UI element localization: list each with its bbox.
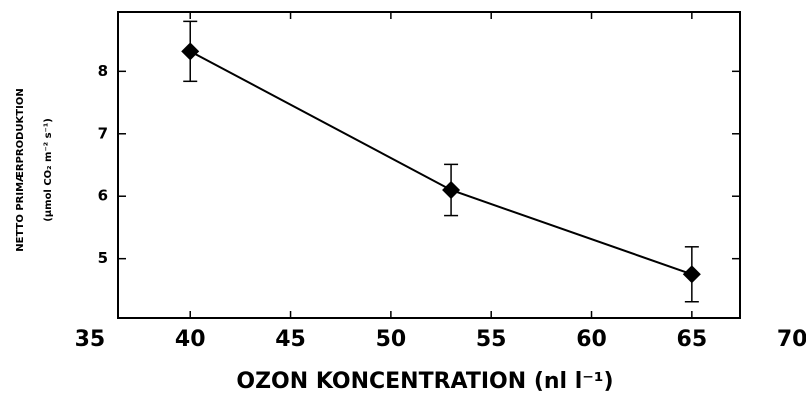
marker bbox=[682, 265, 701, 284]
x-tick-label: 50 bbox=[376, 327, 407, 352]
x-axis-label: OZON KONCENTRATION (nl l⁻¹) bbox=[236, 369, 613, 394]
plot-frame bbox=[117, 11, 741, 319]
x-tick-label: 55 bbox=[476, 327, 507, 352]
y-axis-label: (µmol CO₂ m⁻² s⁻¹) bbox=[43, 118, 54, 222]
x-tick-label: 70 bbox=[777, 327, 806, 352]
y-tick-label: 8 bbox=[98, 62, 108, 80]
x-tick-label: 45 bbox=[275, 327, 306, 352]
y-tick-label: 7 bbox=[98, 124, 108, 142]
x-tick-label: 65 bbox=[677, 327, 708, 352]
x-tick-label: 35 bbox=[75, 327, 106, 352]
y-axis-label: NETTO PRIMÆRPRODUKTION bbox=[15, 88, 26, 251]
marker bbox=[442, 180, 461, 199]
y-tick-label: 5 bbox=[98, 249, 108, 267]
marker bbox=[181, 42, 200, 61]
y-tick-label: 6 bbox=[98, 187, 108, 205]
x-tick-label: 40 bbox=[175, 327, 206, 352]
x-tick-label: 60 bbox=[576, 327, 607, 352]
data-line bbox=[189, 50, 693, 276]
